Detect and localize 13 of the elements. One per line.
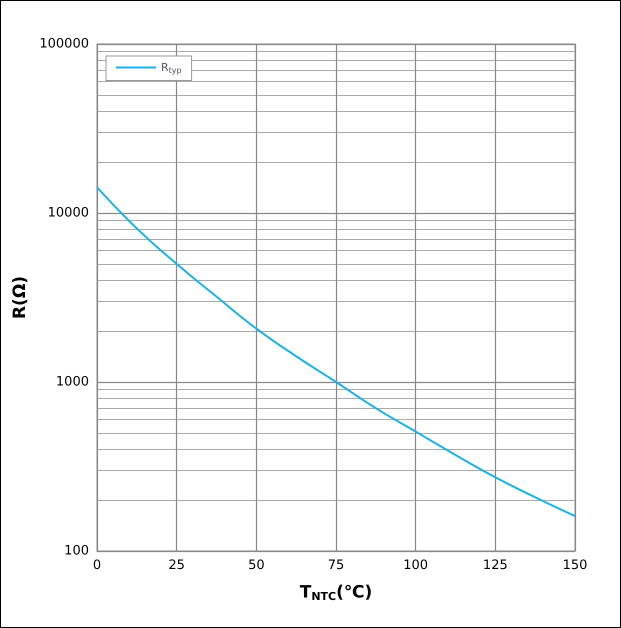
y-tick-label: 100000: [39, 36, 89, 52]
x-tick-label: 25: [168, 558, 185, 573]
x-tick-label: 50: [248, 558, 265, 573]
x-tick-label: 0: [92, 558, 102, 573]
x-tick-label: 75: [328, 558, 344, 573]
x-tick-label: 150: [562, 558, 588, 573]
y-tick-label: 100: [64, 544, 89, 558]
x-tick-label: 100: [403, 558, 428, 573]
x-tick-label: 125: [482, 558, 508, 573]
line-series: [96, 186, 576, 518]
y-axis-title: R(Ω): [10, 276, 30, 320]
y-tick-label: 1000: [56, 374, 89, 390]
y-tick-label: 10000: [48, 206, 89, 220]
